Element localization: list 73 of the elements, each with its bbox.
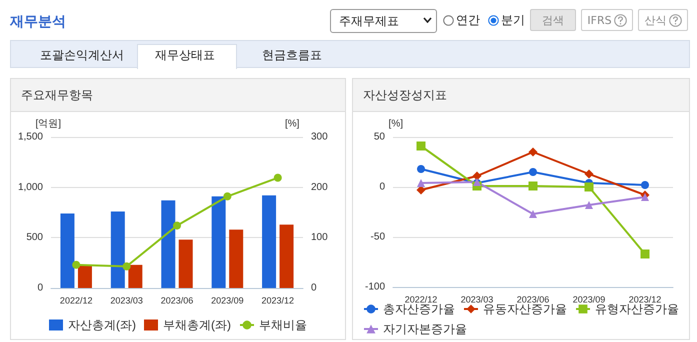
text: 재무분석 (10, 14, 66, 30)
x-tick-label: 2023/12 (628, 294, 662, 304)
x-tick-label: 2022/12 (404, 294, 438, 304)
x-tick-label: 2023/09 (572, 294, 606, 304)
point (528, 148, 538, 156)
x-tick-label: 2023/06 (160, 296, 194, 306)
y2-tick-label: 200 (311, 182, 328, 193)
point (640, 250, 650, 258)
point (416, 142, 426, 150)
bar (78, 266, 92, 288)
text: 분기 (501, 13, 525, 27)
legend-label: 부채총계(좌) (163, 318, 231, 332)
y2-axis-title: [%] (285, 118, 300, 130)
text: 주재무제표 (339, 14, 399, 28)
legend-label: 총자산증가율 (383, 302, 455, 316)
y-tick-label: 0 (379, 182, 386, 192)
point (641, 181, 649, 189)
text: 포괄손익계산서 (40, 48, 124, 62)
point (417, 179, 425, 187)
legend-label: 자산총계(좌) (68, 318, 136, 332)
chart-title: 주요재무항목 (11, 79, 345, 112)
bar (229, 230, 244, 288)
x-tick-label: 2023/12 (262, 296, 294, 306)
text: 검색 (542, 14, 564, 27)
y-tick-label: 1,500 (18, 132, 44, 142)
bar (128, 264, 142, 288)
bar (212, 196, 226, 288)
y-tick-label: 500 (26, 232, 44, 244)
x-tick-label: 2023/03 (110, 296, 143, 306)
point (274, 174, 282, 182)
x-tick-label: 2023/03 (460, 294, 494, 304)
y-tick-label: 50 (374, 132, 386, 142)
point (584, 170, 594, 178)
x-tick-label: 2023/09 (211, 296, 244, 306)
point (585, 201, 593, 209)
text: 연간 (456, 13, 480, 27)
point (529, 210, 537, 218)
text: 재무상태표 (155, 48, 215, 62)
y2-tick-label: 0 (311, 282, 317, 294)
bar (60, 214, 74, 288)
text: IFRS (587, 14, 612, 27)
point (529, 168, 537, 176)
point (122, 262, 131, 270)
y-axis-title: [%] (388, 118, 404, 130)
text: 산식 (644, 14, 666, 27)
point (641, 193, 649, 201)
bar (110, 211, 125, 288)
legend-label: 유형자산증가율 (595, 302, 679, 316)
point (584, 182, 594, 192)
point (223, 192, 232, 200)
bar (178, 240, 193, 288)
x-tick-label: 2022/12 (60, 296, 92, 306)
chart-title: 자산성장성지표 (353, 79, 689, 112)
point (472, 172, 482, 180)
bar (161, 200, 176, 288)
legend-label: 유동자산증가율 (483, 302, 567, 316)
bar (262, 195, 276, 288)
point (528, 182, 538, 190)
text: 현금흐름표 (262, 48, 322, 62)
point (173, 222, 181, 230)
y-tick-label: 0 (37, 282, 44, 294)
bar (280, 224, 294, 288)
y-tick-label: 1,000 (18, 182, 44, 193)
legend-label: 부채비율 (258, 318, 307, 332)
x-tick-label: 2023/06 (516, 294, 550, 304)
y-tick-label: -50 (370, 232, 386, 242)
y2-tick-label: 300 (311, 132, 328, 142)
y2-tick-label: 100 (311, 232, 328, 244)
point (417, 165, 425, 173)
point (72, 260, 80, 269)
y-tick-label: -100 (364, 282, 386, 292)
legend-label: 자기자본증가율 (383, 322, 467, 336)
y-axis-title: [억원] (35, 118, 62, 130)
